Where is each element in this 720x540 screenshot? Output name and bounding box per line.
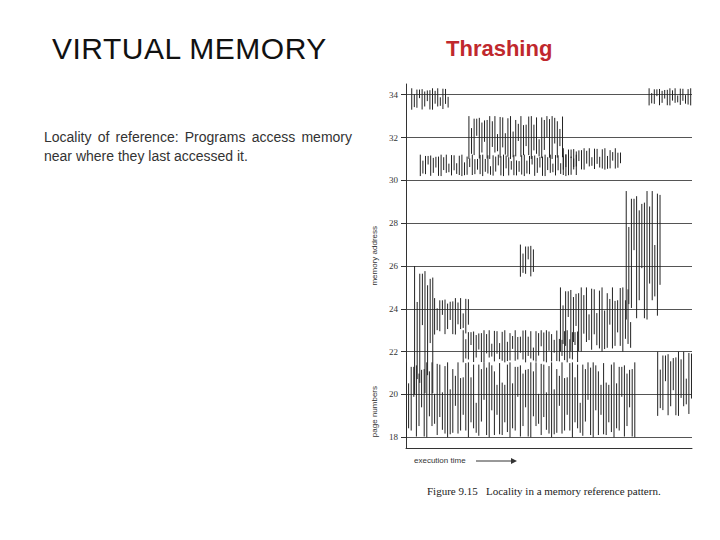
html-text:Locality of reference: Program: Locality of reference: Programs access m… — [44, 129, 352, 164]
svg-text:26: 26 — [389, 261, 399, 271]
html-text:VIRTUAL MEMORY: VIRTUAL MEMORY — [52, 32, 327, 65]
svg-text:page numbers: page numbers — [370, 386, 379, 437]
svg-text:memory address: memory address — [370, 226, 379, 286]
svg-text:32: 32 — [389, 133, 398, 143]
svg-text:28: 28 — [389, 218, 399, 228]
svg-text:execution time: execution time — [414, 456, 466, 465]
svg-text:Figure 9.15 Locality in a me: Figure 9.15 Locality in a memory referen… — [427, 485, 661, 497]
svg-text:22: 22 — [389, 347, 398, 357]
svg-text:34: 34 — [389, 90, 399, 100]
html-text:Thrashing: Thrashing — [446, 36, 553, 61]
svg-text:20: 20 — [389, 389, 399, 399]
svg-text:24: 24 — [389, 304, 399, 314]
svg-text:18: 18 — [389, 432, 399, 442]
svg-text:30: 30 — [389, 175, 399, 185]
